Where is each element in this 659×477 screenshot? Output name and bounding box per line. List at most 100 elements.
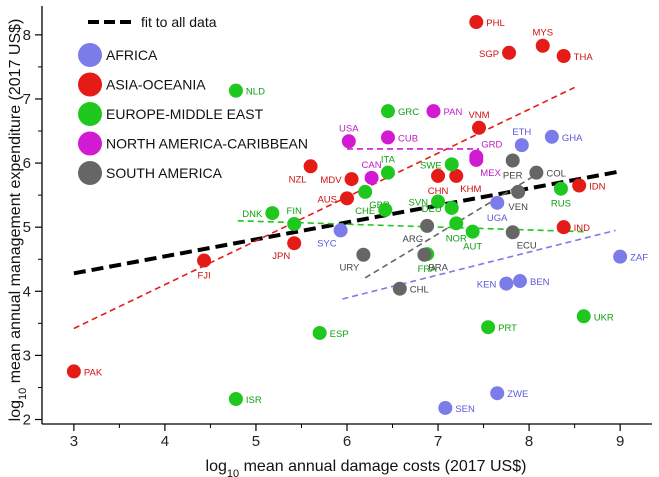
data-points: PHL MYS SGP THA VNM NZL MDV AUS CHN KHM IDN IND JPN F… <box>66 15 648 415</box>
point-label: FJI <box>197 271 210 282</box>
point-tha <box>556 49 571 64</box>
point-label: CHL <box>410 285 429 296</box>
x-tick-label: 3 <box>70 433 78 450</box>
point-label: NZL <box>289 174 307 185</box>
legend-label-south-america: SOUTH AMERICA <box>106 165 223 181</box>
point-vnm <box>472 120 487 135</box>
point-label: CHN <box>428 186 449 197</box>
point-label: KHM <box>460 184 481 195</box>
point-label: ETH <box>512 127 531 138</box>
point-sgp <box>502 45 517 60</box>
point-eth <box>514 138 529 153</box>
point-uga <box>490 195 505 210</box>
point-gbr <box>358 184 373 199</box>
point-label: NOR <box>446 233 467 244</box>
point-sen <box>438 400 453 415</box>
legend-swatch-north-america-caribbean <box>78 131 102 156</box>
point-label: THA <box>574 52 594 63</box>
point-pak <box>66 364 81 379</box>
legend-label-africa: AFRICA <box>106 47 158 63</box>
point-label: VNM <box>468 110 489 121</box>
point-ecu <box>505 225 520 240</box>
point-nor <box>449 216 464 231</box>
point-mdv <box>344 172 359 187</box>
point-per <box>505 153 520 168</box>
point-label: ISR <box>246 395 262 406</box>
legend-label-asia-oceania: ASIA-OCEANIA <box>106 77 206 93</box>
point-label: BEN <box>530 277 550 288</box>
fit-line-asia-oceania <box>73 86 575 330</box>
point-ken <box>499 276 514 291</box>
y-axis-title: log10 mean annual management expenditure… <box>7 19 29 422</box>
point-chl <box>392 281 407 296</box>
point-cub <box>380 130 395 145</box>
legend-fit-label: fit to all data <box>141 14 217 30</box>
point-label: MDV <box>320 175 342 186</box>
point-isr <box>228 391 243 406</box>
legend-swatch-africa <box>78 43 102 67</box>
x-tick-label: 7 <box>434 433 442 450</box>
point-label: BRA <box>428 263 448 274</box>
point-ind <box>556 220 571 235</box>
point-label: UKR <box>594 312 614 323</box>
point-label: NLD <box>246 87 265 98</box>
point-label: GBR <box>369 200 390 211</box>
x-tick-label: 9 <box>616 433 624 450</box>
point-grc <box>380 104 395 119</box>
point-label: IDN <box>589 182 606 193</box>
point-idn <box>572 178 587 193</box>
y-tick-label: 3 <box>23 347 31 364</box>
point-nzl <box>303 159 318 174</box>
point-label: ZAF <box>630 253 648 264</box>
point-bra <box>417 247 432 262</box>
point-ita <box>380 165 395 180</box>
point-syc <box>333 223 348 238</box>
point-phl <box>469 15 484 30</box>
point-label: IND <box>574 223 591 234</box>
fit-line-africa <box>342 229 616 300</box>
point-label: SVN <box>408 198 428 209</box>
point-label: JPN <box>272 251 290 262</box>
point-label: ITA <box>381 155 396 166</box>
point-label: ARG <box>403 234 424 245</box>
point-aut <box>465 224 480 239</box>
point-zaf <box>613 249 628 264</box>
point-deu <box>444 200 459 215</box>
point-label: PRT <box>498 323 517 334</box>
point-ben <box>512 274 527 289</box>
point-label: SEN <box>455 404 475 415</box>
fit-line-all <box>73 169 621 276</box>
point-rus <box>553 181 568 196</box>
point-label: COL <box>546 169 566 180</box>
point-label: FIN <box>287 206 302 217</box>
point-label: PHL <box>486 18 504 29</box>
point-label: RUS <box>551 199 571 210</box>
y-tick-label: 5 <box>23 219 31 236</box>
legend: fit to all data AFRICA ASIA-OCEANIA EUROPE-… <box>78 14 308 185</box>
legend-label-europe-middle-east: EUROPE-MIDDLE EAST <box>106 106 264 122</box>
point-aus <box>340 191 354 206</box>
x-tick-label: 8 <box>525 433 533 450</box>
point-label: CAN <box>362 160 382 171</box>
x-tick-label: 5 <box>252 433 260 450</box>
point-pan <box>426 104 441 119</box>
point-can <box>364 170 379 185</box>
point-esp <box>312 325 327 340</box>
point-label: PAN <box>443 107 462 118</box>
point-label: PER <box>503 171 523 182</box>
point-label: PAK <box>84 367 103 378</box>
point-label: CUB <box>398 133 418 144</box>
y-tick-label: 8 <box>23 27 31 44</box>
point-label: FRA <box>418 264 438 275</box>
point-ukr <box>576 309 591 324</box>
point-label: VEN <box>508 202 528 213</box>
point-label: CHE <box>355 206 375 217</box>
point-fji <box>197 253 212 268</box>
point-khm <box>449 168 464 183</box>
point-label: GRC <box>398 107 419 118</box>
point-mex <box>469 152 484 167</box>
point-dnk <box>265 206 280 221</box>
legend-swatch-europe-middle-east <box>78 102 102 126</box>
x-tick-label: 6 <box>343 433 351 450</box>
point-svn <box>431 194 446 209</box>
